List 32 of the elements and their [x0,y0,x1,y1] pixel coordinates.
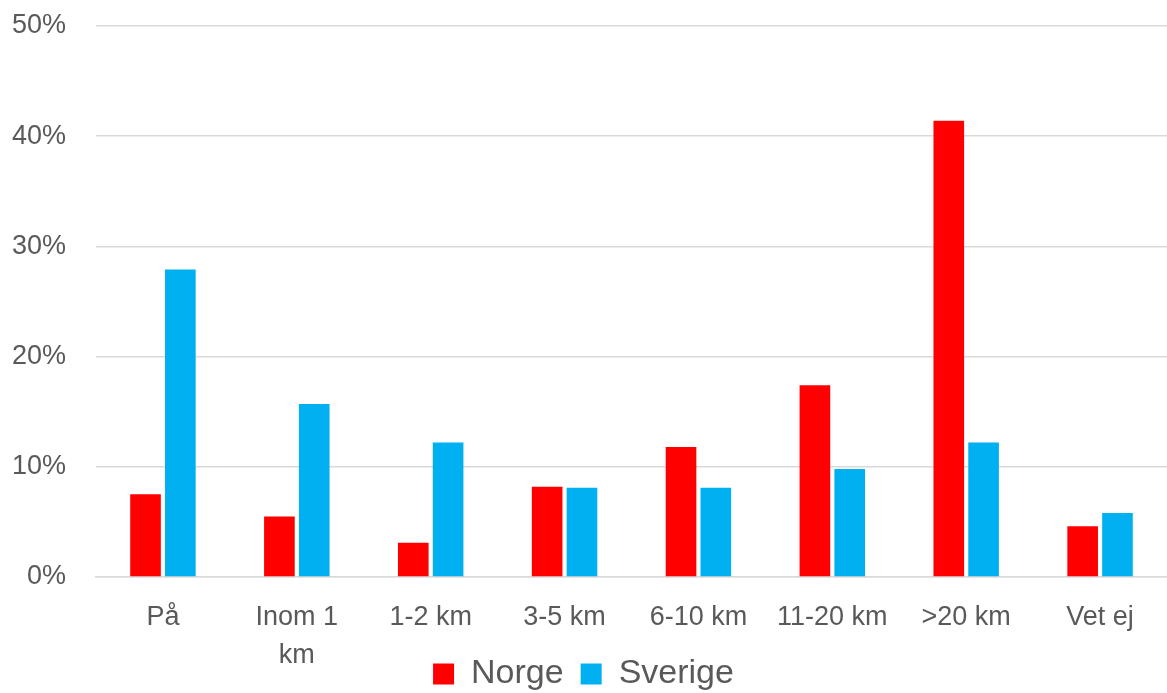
y-tick-label: 50% [11,9,66,40]
x-tick-label: 11-20 km [777,601,888,632]
bar [130,494,161,577]
x-tick-label: >20 km [921,601,1011,632]
y-tick-label: 20% [11,340,66,371]
bar [432,442,464,577]
x-tick-label: 6-10 km [649,601,748,632]
bar [531,486,563,577]
bar [665,446,697,577]
bar [834,469,866,577]
y-tick-label: 30% [11,229,66,260]
bar [799,385,831,577]
bar [298,403,330,577]
bar [700,487,732,577]
y-tick-label: 0% [26,560,66,591]
bar [968,442,999,577]
y-tick-label: 40% [11,119,66,150]
bar [566,487,598,577]
legend-label: Sverige [618,652,734,691]
x-tick-label: 3-5 km [523,601,606,632]
legend-label: Norge [471,652,564,691]
x-tick-label: På [146,601,181,632]
x-tick-label: Vet ej [1066,601,1134,632]
bar [397,542,429,577]
x-tick-label: 1-2 km [389,601,472,632]
x-tick-label: Inom 1 km [255,601,339,670]
bar [264,516,295,577]
bar [1102,513,1133,577]
bar [165,269,196,577]
y-tick-label: 10% [11,450,66,481]
bar [1067,526,1098,577]
bar [933,120,965,577]
